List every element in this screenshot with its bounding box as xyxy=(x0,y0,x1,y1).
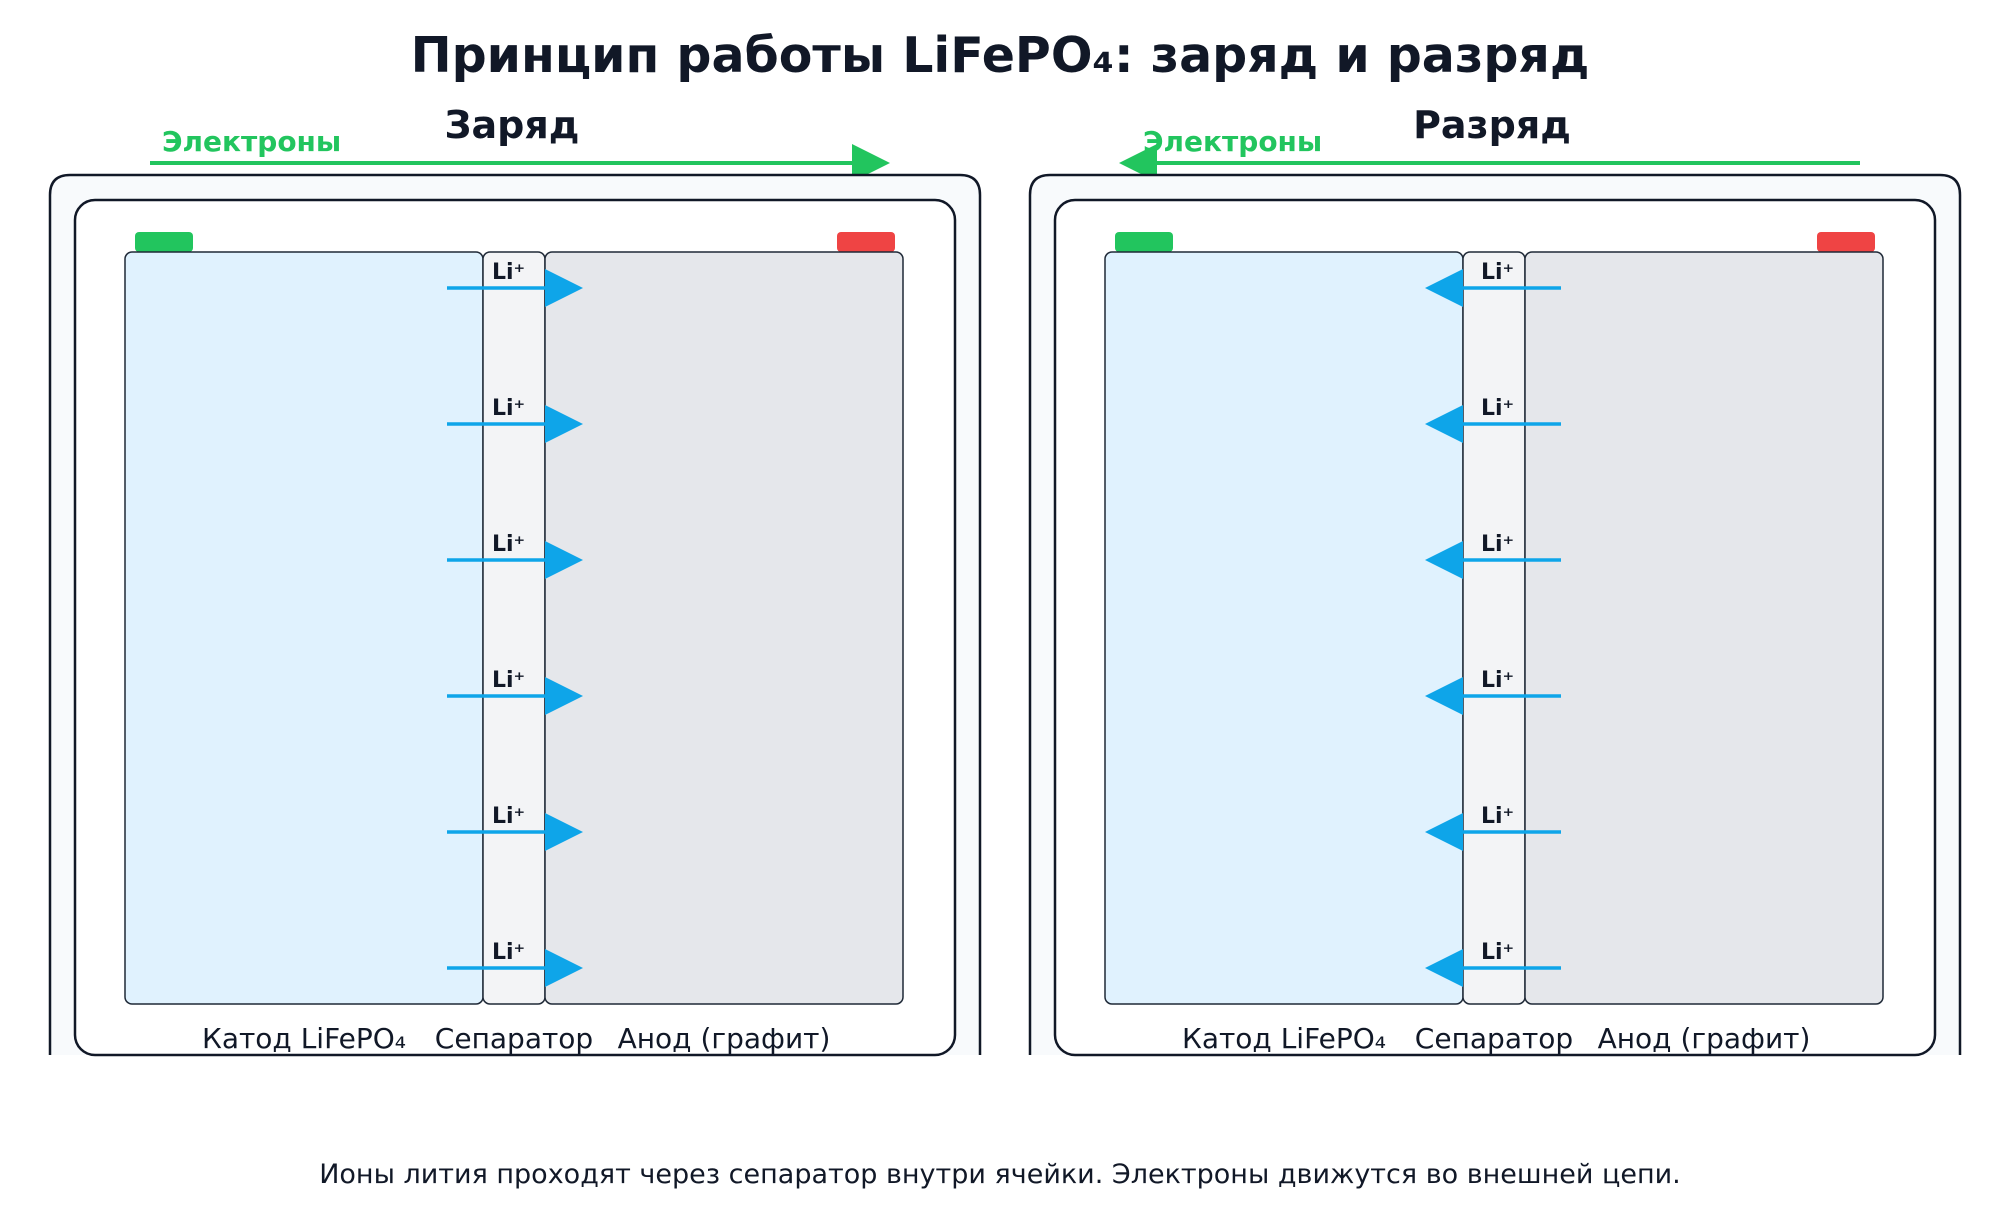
ion-arrowhead xyxy=(545,405,583,443)
ion-arrow-discharge-2: Li⁺ xyxy=(1425,396,1561,443)
ion-arrowhead xyxy=(545,677,583,715)
ion-arrow-charge-3: Li⁺ xyxy=(447,532,583,579)
ion-arrow-charge-5: Li⁺ xyxy=(447,804,583,851)
ion-arrow-charge-1: Li⁺ xyxy=(447,260,583,307)
ion-label: Li⁺ xyxy=(492,940,525,965)
separator-label-discharge: Сепаратор xyxy=(1415,1022,1573,1055)
panel-discharge-title: Разряд xyxy=(1413,103,1571,147)
ion-arrowhead xyxy=(545,949,583,987)
ion-label: Li⁺ xyxy=(1481,804,1514,829)
ion-arrowhead xyxy=(1425,269,1463,307)
electron-label-charge: Электроны xyxy=(162,125,341,158)
ion-arrowhead xyxy=(1425,405,1463,443)
terminal-negative-charge xyxy=(837,232,895,252)
ion-label: Li⁺ xyxy=(492,804,525,829)
separator-layer-discharge xyxy=(1462,251,1526,1005)
separator-layer-charge xyxy=(482,251,546,1005)
anode-layer-charge xyxy=(544,251,904,1005)
ion-label: Li⁺ xyxy=(1481,396,1514,421)
ion-label: Li⁺ xyxy=(492,668,525,693)
ion-arrowhead xyxy=(1425,813,1463,851)
ion-arrowhead xyxy=(545,813,583,851)
ion-arrow-discharge-3: Li⁺ xyxy=(1425,532,1561,579)
ion-arrow-discharge-5: Li⁺ xyxy=(1425,804,1561,851)
ion-label: Li⁺ xyxy=(492,260,525,285)
ion-arrow-charge-4: Li⁺ xyxy=(447,668,583,715)
ion-arrowhead xyxy=(1425,677,1463,715)
electron-flow-charge: Электроны xyxy=(150,125,890,182)
terminal-positive-charge xyxy=(135,232,193,252)
ion-label: Li⁺ xyxy=(1481,532,1514,557)
ion-arrowhead xyxy=(545,269,583,307)
electron-arrowhead-charge xyxy=(852,144,890,182)
ion-label: Li⁺ xyxy=(1481,668,1514,693)
ion-arrow-discharge-1: Li⁺ xyxy=(1425,260,1561,307)
anode-label-discharge: Анод (графит) xyxy=(1598,1022,1811,1055)
ion-arrow-charge-6: Li⁺ xyxy=(447,940,583,987)
ion-arrowhead xyxy=(1425,541,1463,579)
panel-discharge: Разряд Электроны Li⁺ Li⁺ Li⁺ xyxy=(1028,103,1962,1057)
ion-arrow-discharge-4: Li⁺ xyxy=(1425,668,1561,715)
ion-arrowhead xyxy=(545,541,583,579)
ion-label: Li⁺ xyxy=(492,396,525,421)
anode-label-charge: Анод (графит) xyxy=(618,1022,831,1055)
cathode-layer-charge xyxy=(124,251,484,1005)
electron-arrowhead-discharge xyxy=(1119,144,1157,182)
panel-charge-title: Заряд xyxy=(445,103,580,147)
diagram-title: Принцип работы LiFePO₄: заряд и разряд xyxy=(411,27,1590,84)
separator-label-charge: Сепаратор xyxy=(435,1022,593,1055)
ion-label: Li⁺ xyxy=(1481,940,1514,965)
terminal-negative-discharge xyxy=(1817,232,1875,252)
ion-arrowhead xyxy=(1425,949,1463,987)
cathode-label-discharge: Катод LiFePO₄ xyxy=(1182,1022,1386,1055)
ion-arrow-charge-2: Li⁺ xyxy=(447,396,583,443)
ion-label: Li⁺ xyxy=(492,532,525,557)
cathode-label-charge: Катод LiFePO₄ xyxy=(202,1022,406,1055)
electron-flow-discharge: Электроны xyxy=(1119,125,1860,182)
ion-arrow-discharge-6: Li⁺ xyxy=(1425,940,1561,987)
electron-label-discharge: Электроны xyxy=(1143,125,1322,158)
ion-label: Li⁺ xyxy=(1481,260,1514,285)
panel-charge: Заряд Электроны Li⁺ Li⁺ Li⁺ xyxy=(48,103,982,1057)
anode-layer-discharge xyxy=(1524,251,1884,1005)
diagram-caption: Ионы лития проходят через сепаратор внут… xyxy=(319,1159,1681,1190)
terminal-positive-discharge xyxy=(1115,232,1173,252)
cathode-layer-discharge xyxy=(1104,251,1464,1005)
